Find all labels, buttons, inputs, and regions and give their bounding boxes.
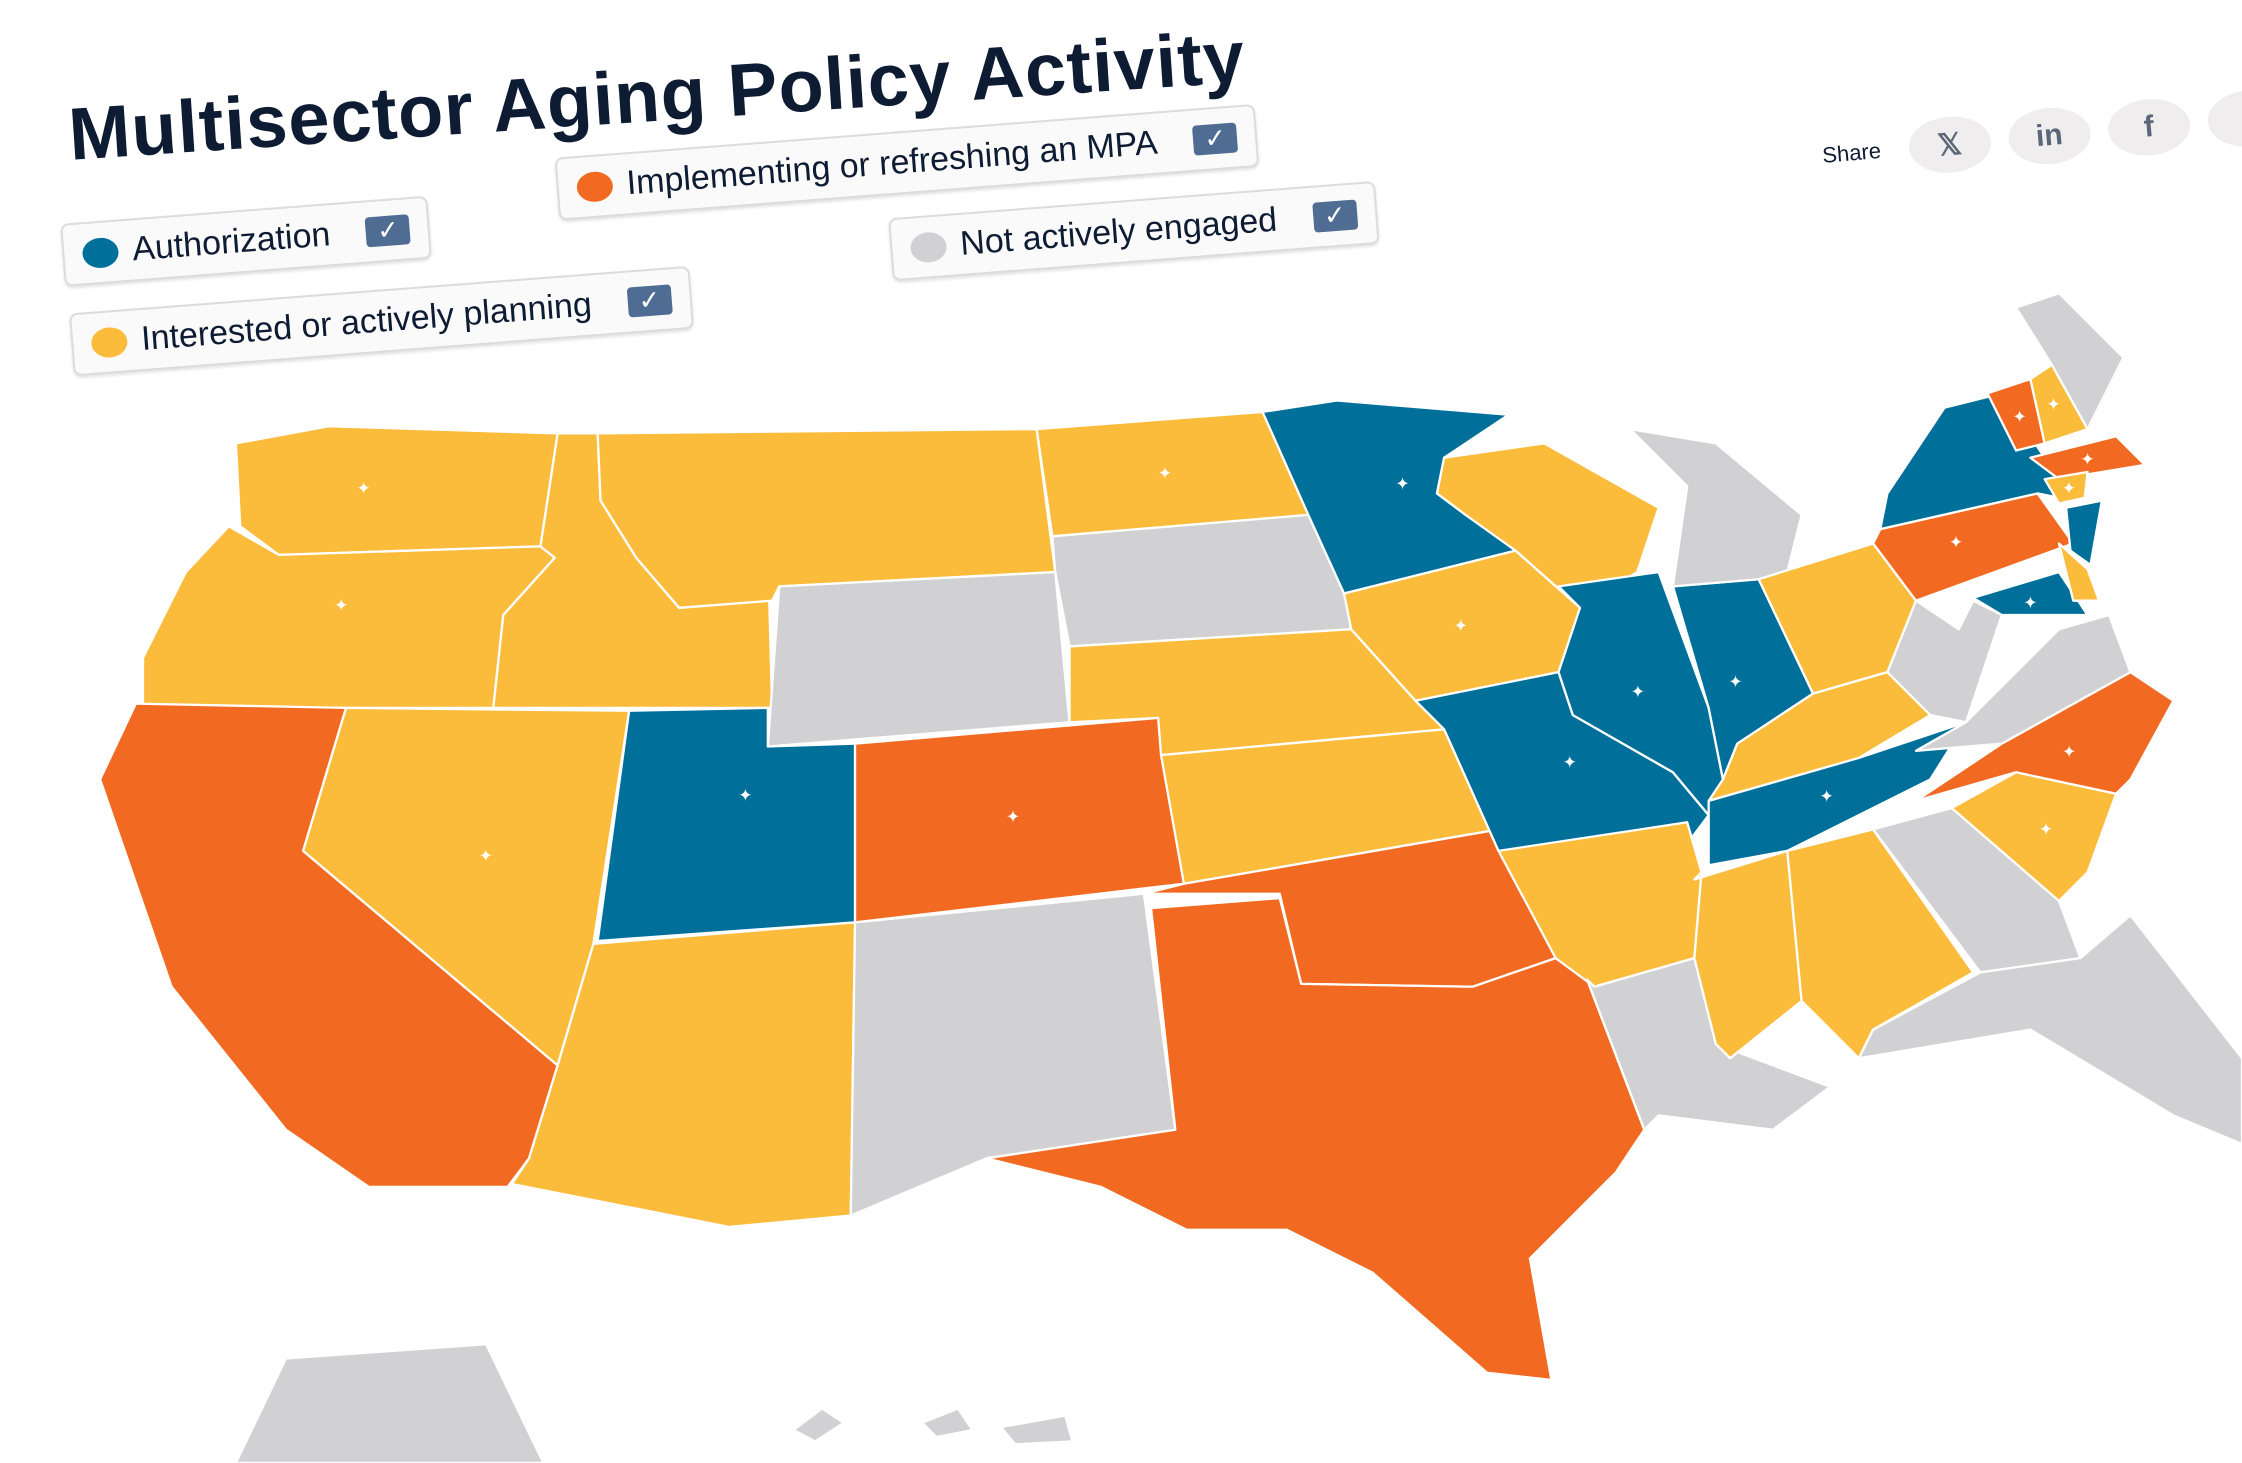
star-icon: ✦: [1949, 532, 1963, 552]
state-ga[interactable]: [1871, 806, 2082, 974]
star-icon: ✦: [1819, 786, 1833, 806]
legend-filter-authorization[interactable]: Authorization ✓: [60, 195, 433, 287]
state-tn[interactable]: [1707, 721, 1968, 867]
state-sc[interactable]: [1950, 771, 2118, 903]
star-icon: ✦: [479, 845, 493, 865]
authorization-swatch: [81, 236, 120, 269]
state-ma[interactable]: [2029, 435, 2146, 481]
state-wv[interactable]: [1886, 599, 2003, 724]
checkbox-checked-icon[interactable]: ✓: [1311, 198, 1358, 233]
star-icon: ✦: [2062, 478, 2076, 498]
state-ak[interactable]: [234, 1343, 545, 1463]
state-md[interactable]: [1972, 570, 2089, 617]
not-engaged-swatch: [909, 230, 948, 264]
star-icon: ✦: [2039, 819, 2053, 839]
share-label: Share: [1821, 137, 1882, 168]
state-hi[interactable]: [792, 1407, 1074, 1446]
star-icon: ✦: [1728, 671, 1742, 691]
state-me[interactable]: [2014, 292, 2125, 431]
star-icon: ✦: [2012, 406, 2026, 426]
state-ms[interactable]: [1693, 849, 1803, 1060]
star-icon: ✦: [334, 595, 348, 615]
interested-swatch: [90, 325, 129, 359]
state-sd[interactable]: [1051, 513, 1353, 648]
star-icon: ✦: [738, 785, 752, 805]
star-icon: ✦: [1454, 615, 1468, 635]
star-icon: ✦: [2046, 394, 2060, 414]
checkbox-checked-icon[interactable]: ✓: [364, 213, 412, 247]
state-wa[interactable]: [234, 425, 559, 557]
star-icon: ✦: [1395, 473, 1409, 493]
star-icon: ✦: [1631, 682, 1645, 702]
state-wy[interactable]: [766, 570, 1071, 748]
legend-label: Not actively engaged: [958, 200, 1279, 263]
linkedin-icon: in: [2034, 117, 2064, 154]
star-icon: ✦: [356, 478, 370, 498]
download-button[interactable]: ⤓: [2205, 87, 2242, 151]
legend-label: Authorization: [130, 215, 332, 269]
star-icon: ✦: [1006, 807, 1020, 827]
state-ct[interactable]: [2043, 470, 2089, 505]
star-icon: ✦: [2080, 449, 2094, 469]
checkbox-checked-icon[interactable]: ✓: [1192, 121, 1239, 156]
share-facebook-button[interactable]: f: [2105, 95, 2193, 159]
state-de[interactable]: [2057, 542, 2101, 602]
share-x-button[interactable]: 𝕏: [1906, 113, 1993, 177]
state-il[interactable]: [1557, 570, 1725, 817]
share-linkedin-button[interactable]: in: [2006, 104, 2093, 168]
x-logo-icon: 𝕏: [1936, 127, 1964, 163]
state-va[interactable]: [1914, 613, 2132, 752]
facebook-icon: f: [2142, 109, 2156, 144]
star-icon: ✦: [2023, 593, 2037, 613]
state-fl[interactable]: [1857, 914, 2242, 1146]
implementing-swatch: [575, 169, 614, 203]
state-nj[interactable]: [2064, 499, 2104, 567]
star-icon: ✦: [2062, 742, 2076, 762]
star-icon: ✦: [1563, 752, 1577, 772]
state-or[interactable]: [141, 525, 556, 710]
star-icon: ✦: [1158, 463, 1172, 483]
state-tx[interactable]: [985, 896, 1646, 1382]
checkbox-checked-icon[interactable]: ✓: [626, 283, 673, 318]
